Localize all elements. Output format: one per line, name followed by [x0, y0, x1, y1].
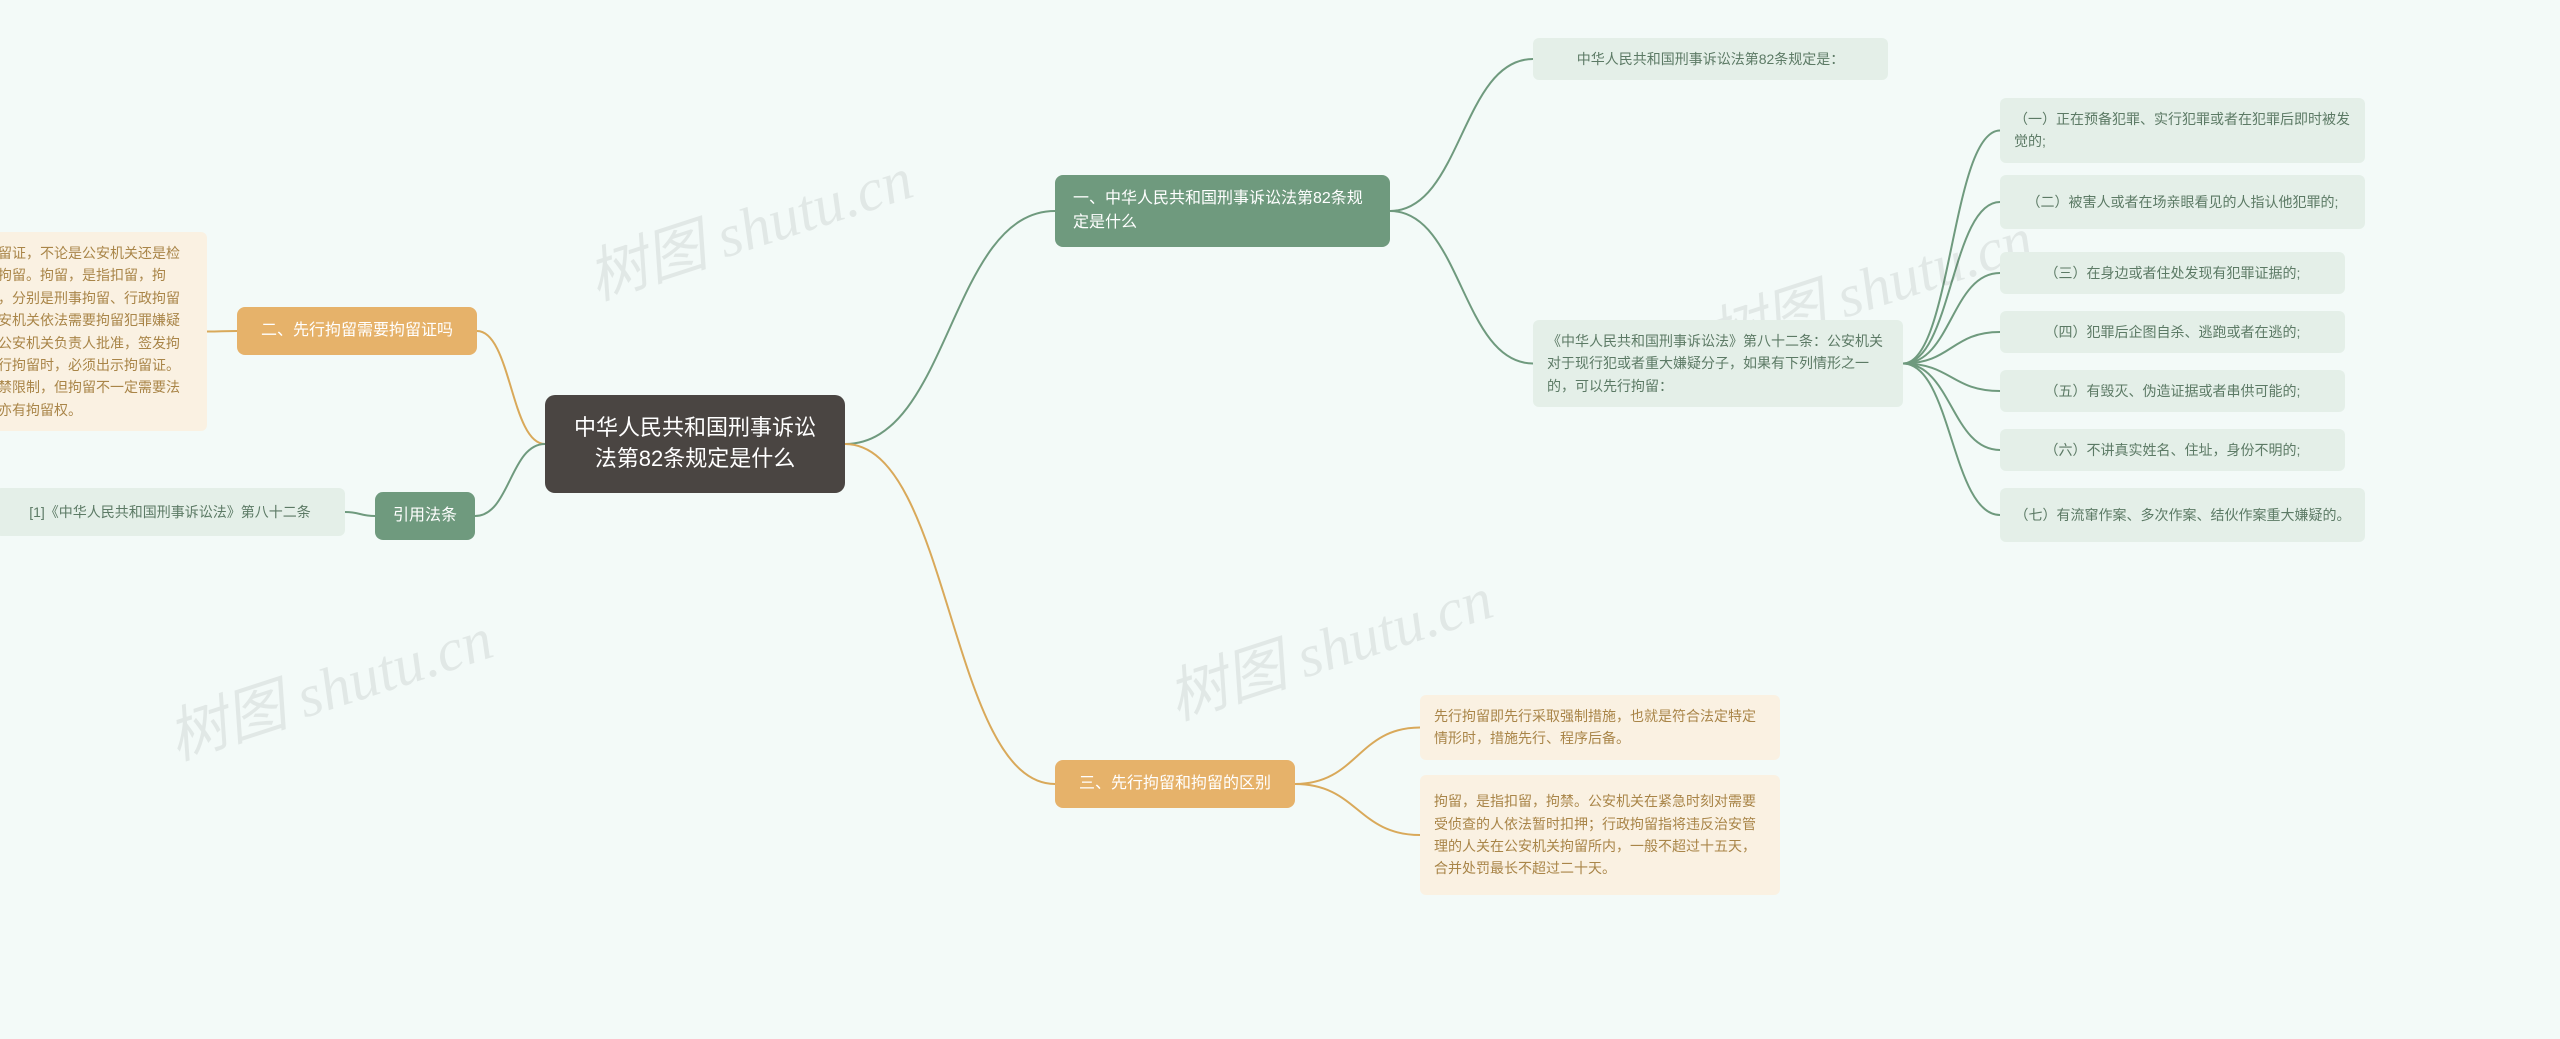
- branch-2: 二、先行拘留需要拘留证吗: [237, 307, 477, 355]
- mindmap-center: 中华人民共和国刑事诉讼法第82条规定是什么: [545, 395, 845, 493]
- branch-3-leaf-2: 拘留，是指扣留，拘禁。公安机关在紧急时刻对需要受侦查的人依法暂时扣押；行政拘留指…: [1420, 775, 1780, 895]
- branch-1-item-5: （五）有毁灭、伪造证据或者串供可能的;: [2000, 370, 2345, 412]
- branch-4: 引用法条: [375, 492, 475, 540]
- branch-1-item-1: （一）正在预备犯罪、实行犯罪或者在犯罪后即时被发觉的;: [2000, 98, 2365, 163]
- branch-1-sub-1: 中华人民共和国刑事诉讼法第82条规定是：: [1533, 38, 1888, 80]
- branch-1: 一、中华人民共和国刑事诉讼法第82条规定是什么: [1055, 175, 1390, 247]
- branch-1-item-4: （四）犯罪后企图自杀、逃跑或者在逃的;: [2000, 311, 2345, 353]
- branch-1-item-2: （二）被害人或者在场亲眼看见的人指认他犯罪的;: [2000, 175, 2365, 229]
- branch-1-item-6: （六）不讲真实姓名、住址，身份不明的;: [2000, 429, 2345, 471]
- branch-1-item-3: （三）在身边或者住处发现有犯罪证据的;: [2000, 252, 2345, 294]
- branch-1-item-7: （七）有流窜作案、多次作案、结伙作案重大嫌疑的。: [2000, 488, 2365, 542]
- branch-4-leaf: [1]《中华人民共和国刑事诉讼法》第八十二条: [0, 488, 345, 536]
- branch-2-leaf: 先行拘留也需要拘留证，不论是公安机关还是检察院，都不得无证拘留。拘留，是指扣留，…: [0, 232, 207, 431]
- branch-3: 三、先行拘留和拘留的区别: [1055, 760, 1295, 808]
- branch-1-sub-2: 《中华人民共和国刑事诉讼法》第八十二条：公安机关对于现行犯或者重大嫌疑分子，如果…: [1533, 320, 1903, 407]
- branch-3-leaf-1: 先行拘留即先行采取强制措施，也就是符合法定特定情形时，措施先行、程序后备。: [1420, 695, 1780, 760]
